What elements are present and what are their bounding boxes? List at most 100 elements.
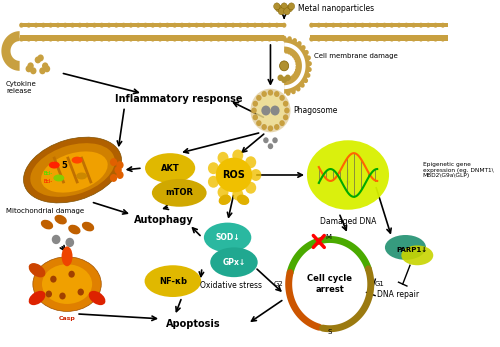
Circle shape: [252, 23, 257, 28]
Ellipse shape: [41, 220, 53, 229]
Ellipse shape: [82, 222, 94, 231]
Circle shape: [418, 36, 423, 42]
Circle shape: [296, 86, 300, 92]
Circle shape: [282, 77, 286, 82]
Circle shape: [246, 156, 256, 168]
Circle shape: [294, 58, 300, 63]
Text: M: M: [325, 234, 331, 239]
Circle shape: [100, 23, 104, 28]
Circle shape: [41, 23, 46, 28]
Circle shape: [368, 23, 372, 28]
Circle shape: [426, 36, 430, 42]
Circle shape: [238, 23, 242, 28]
Circle shape: [353, 23, 358, 28]
Ellipse shape: [41, 151, 108, 193]
Text: Epigenetic gene
expression (eg. DNMT1\
MBD2\G9a\GLP): Epigenetic gene expression (eg. DNMT1\ M…: [423, 162, 494, 178]
Circle shape: [300, 83, 304, 88]
Ellipse shape: [145, 153, 195, 183]
Text: Mitochondrial damage: Mitochondrial damage: [6, 208, 84, 214]
Circle shape: [165, 23, 170, 28]
Circle shape: [26, 36, 31, 42]
Circle shape: [375, 36, 380, 42]
Circle shape: [360, 36, 365, 42]
Text: 5: 5: [62, 161, 68, 170]
Circle shape: [418, 23, 423, 28]
Circle shape: [50, 276, 56, 282]
Circle shape: [296, 61, 300, 66]
Circle shape: [280, 61, 288, 71]
Text: Cell membrane damage: Cell membrane damage: [314, 53, 398, 59]
Circle shape: [246, 182, 256, 194]
Circle shape: [287, 50, 292, 54]
Text: DNA repair: DNA repair: [377, 289, 419, 298]
Circle shape: [26, 23, 31, 28]
Circle shape: [284, 78, 290, 83]
Circle shape: [288, 36, 292, 41]
Circle shape: [209, 23, 214, 28]
Circle shape: [280, 95, 285, 101]
Circle shape: [78, 36, 82, 42]
Circle shape: [274, 91, 280, 97]
Circle shape: [346, 36, 350, 42]
Circle shape: [114, 23, 118, 28]
Circle shape: [309, 36, 314, 42]
Circle shape: [324, 23, 328, 28]
Circle shape: [232, 150, 243, 161]
Circle shape: [282, 36, 286, 41]
Ellipse shape: [210, 247, 258, 277]
Circle shape: [63, 36, 68, 42]
Text: Bcl-: Bcl-: [44, 171, 52, 176]
Ellipse shape: [28, 263, 46, 277]
Circle shape: [158, 36, 162, 42]
Circle shape: [128, 23, 133, 28]
Ellipse shape: [218, 195, 231, 205]
Circle shape: [274, 23, 279, 28]
Polygon shape: [284, 38, 310, 94]
Circle shape: [353, 36, 358, 42]
Circle shape: [283, 115, 288, 120]
Circle shape: [194, 36, 199, 42]
Circle shape: [304, 78, 308, 83]
Circle shape: [290, 51, 294, 56]
Ellipse shape: [76, 172, 87, 179]
Circle shape: [252, 36, 257, 42]
Ellipse shape: [152, 179, 206, 207]
Text: Metal nanoparticles: Metal nanoparticles: [298, 4, 374, 13]
Circle shape: [268, 143, 273, 149]
Circle shape: [114, 36, 118, 42]
Circle shape: [286, 5, 293, 12]
Circle shape: [28, 62, 34, 69]
Circle shape: [283, 101, 288, 107]
Circle shape: [143, 23, 148, 28]
Circle shape: [284, 8, 290, 15]
Text: Inflammatory response: Inflammatory response: [116, 94, 243, 104]
Circle shape: [296, 65, 300, 69]
Circle shape: [218, 186, 228, 198]
Circle shape: [252, 108, 257, 113]
Circle shape: [39, 67, 46, 74]
Circle shape: [404, 23, 408, 28]
Circle shape: [292, 38, 297, 43]
Circle shape: [231, 36, 235, 42]
Circle shape: [218, 152, 228, 164]
Circle shape: [85, 36, 89, 42]
Circle shape: [128, 36, 133, 42]
Circle shape: [19, 36, 24, 42]
Circle shape: [292, 53, 296, 58]
Circle shape: [165, 36, 170, 42]
Text: AKT: AKT: [161, 163, 180, 172]
Circle shape: [397, 23, 402, 28]
Circle shape: [56, 23, 60, 28]
Circle shape: [208, 176, 219, 188]
Circle shape: [263, 137, 268, 143]
Circle shape: [224, 23, 228, 28]
Circle shape: [60, 293, 66, 299]
Circle shape: [194, 23, 199, 28]
Ellipse shape: [49, 162, 60, 169]
Circle shape: [272, 137, 278, 143]
Circle shape: [187, 36, 192, 42]
Circle shape: [19, 23, 24, 28]
Ellipse shape: [33, 257, 102, 311]
Circle shape: [158, 23, 162, 28]
Circle shape: [70, 23, 75, 28]
